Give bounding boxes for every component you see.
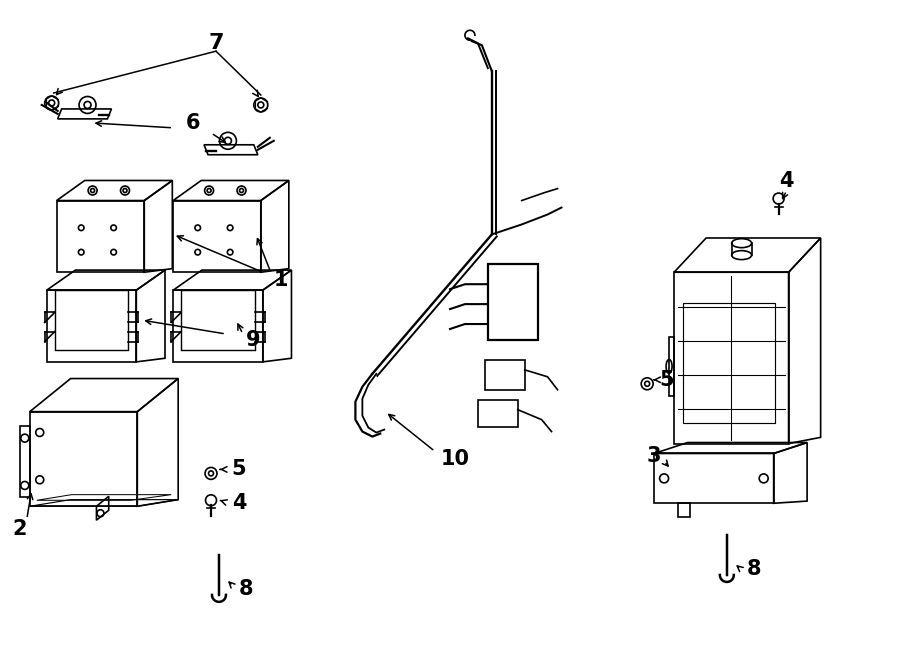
Text: 6: 6 <box>185 113 201 133</box>
Text: 4: 4 <box>231 493 246 513</box>
Text: 8: 8 <box>746 559 761 579</box>
Text: 3: 3 <box>647 446 662 467</box>
Text: 9: 9 <box>246 330 260 350</box>
Text: 8: 8 <box>238 579 253 599</box>
Text: 5: 5 <box>660 370 674 390</box>
Text: 4: 4 <box>779 171 794 191</box>
Text: 7: 7 <box>208 33 224 53</box>
Text: 10: 10 <box>440 449 470 469</box>
Text: 1: 1 <box>274 270 288 290</box>
Text: 2: 2 <box>13 519 27 539</box>
Text: 5: 5 <box>231 459 247 479</box>
